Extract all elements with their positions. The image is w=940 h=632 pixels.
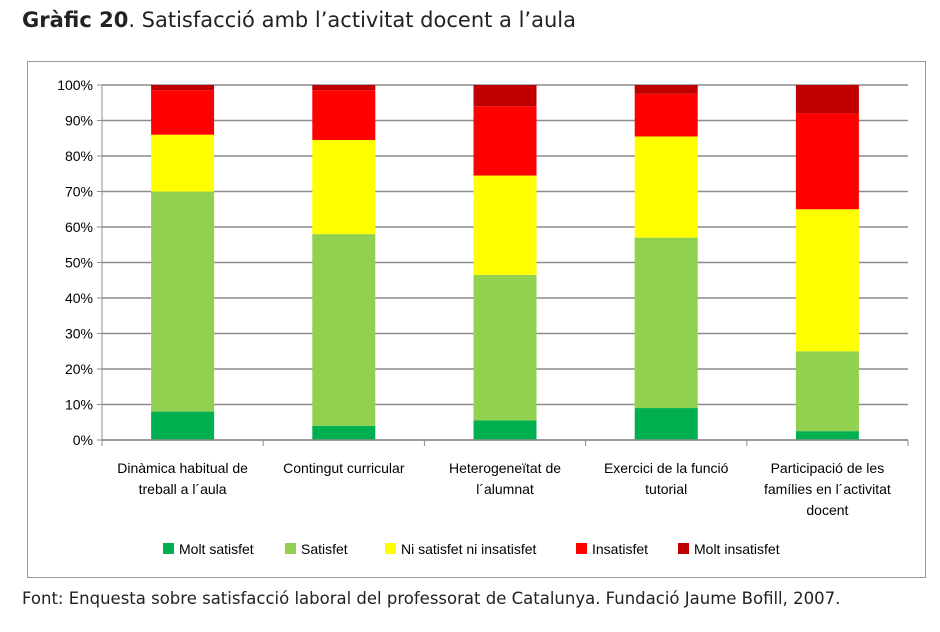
source-note: Font: Enquesta sobre satisfacció laboral… <box>22 589 841 608</box>
legend-label: Molt insatisfet <box>694 541 780 557</box>
chart-title: Gràfic 20. Satisfacció amb l’activitat d… <box>22 8 576 32</box>
legend-label: Molt satisfet <box>179 541 254 557</box>
y-tick-label: 90% <box>65 113 93 129</box>
x-category-label: Dinàmica habitual de treball a l´aula <box>117 460 248 497</box>
legend-label: Insatisfet <box>592 541 648 557</box>
bar-segment <box>312 90 376 141</box>
bar-segment <box>634 93 698 137</box>
bar-segment <box>151 411 215 440</box>
legend-swatch <box>576 543 587 554</box>
x-category-label-line: Dinàmica habitual de <box>117 460 248 476</box>
chart-title-number: Gràfic 20 <box>22 8 129 32</box>
bar-segment <box>795 85 859 114</box>
bar-segment <box>795 113 859 210</box>
legend-swatch <box>285 543 296 554</box>
legend-swatch <box>678 543 689 554</box>
legend-label: Satisfet <box>301 541 348 557</box>
y-tick-label: 40% <box>65 290 93 306</box>
bar-segment <box>473 175 537 275</box>
x-category-label-line: Participació de les <box>771 460 885 476</box>
bar-segment <box>795 209 859 352</box>
bar-segment <box>634 136 698 238</box>
x-category-label: Participació de les famílies en l´activit… <box>764 460 891 518</box>
x-category-label: Heterogeneïtat de l´alumnat <box>449 460 561 497</box>
x-category-label-line: Heterogeneïtat de <box>449 460 561 476</box>
chart-title-text: . Satisfacció amb l’activitat docent a l… <box>128 8 576 32</box>
bar-segment <box>312 234 376 426</box>
bar-segment <box>312 85 376 91</box>
bar-segment <box>151 191 215 412</box>
x-category-label: Contingut curricular <box>283 460 405 476</box>
x-category-label-line: treball a l´aula <box>139 481 227 497</box>
y-tick-label: 0% <box>73 432 93 448</box>
y-tick-label: 10% <box>65 397 93 413</box>
x-category-label-line: docent <box>806 502 848 518</box>
x-category-label-line: tutorial <box>645 481 687 497</box>
bar-segment <box>151 134 215 192</box>
bar-segment <box>473 106 537 176</box>
bar-segment <box>312 425 376 440</box>
x-category-label-line: Exercici de la funció <box>604 460 729 476</box>
y-tick-label: 70% <box>65 184 93 200</box>
x-category-label-line: Contingut curricular <box>283 460 405 476</box>
stacked-bar-chart: 0% 10% 20% 30% 40% 50% 60% 70% 80% 90% 100% Dinàmic… <box>57 77 909 557</box>
bar-segment <box>634 408 698 440</box>
chart-frame: 0% 10% 20% 30% 40% 50% 60% 70% 80% 90% 100% Dinàmic… <box>27 61 926 578</box>
bar-segment <box>634 237 698 409</box>
x-category-label-line: l´alumnat <box>476 481 534 497</box>
y-tick-label: 100% <box>57 77 93 93</box>
bar-segment <box>473 420 537 440</box>
bar-segment <box>312 140 376 235</box>
legend-swatch <box>385 543 396 554</box>
y-tick-label: 50% <box>65 255 93 271</box>
bar-segment <box>795 351 859 432</box>
y-tick-label: 60% <box>65 219 93 235</box>
x-category-label: Exercici de la funció tutorial <box>604 460 729 497</box>
bar-segment <box>634 85 698 94</box>
legend-swatch <box>163 543 174 554</box>
bar-segment <box>151 85 215 91</box>
bar-segment <box>151 90 215 135</box>
y-tick-label: 30% <box>65 326 93 342</box>
bar-segment <box>473 85 537 107</box>
x-category-label-line: famílies en l´activitat <box>764 481 891 497</box>
y-tick-label: 20% <box>65 361 93 377</box>
legend-label: Ni satisfet ni insatisfet <box>401 541 536 557</box>
bar-segment <box>795 431 859 440</box>
bar-segment <box>473 274 537 421</box>
y-tick-label: 80% <box>65 148 93 164</box>
